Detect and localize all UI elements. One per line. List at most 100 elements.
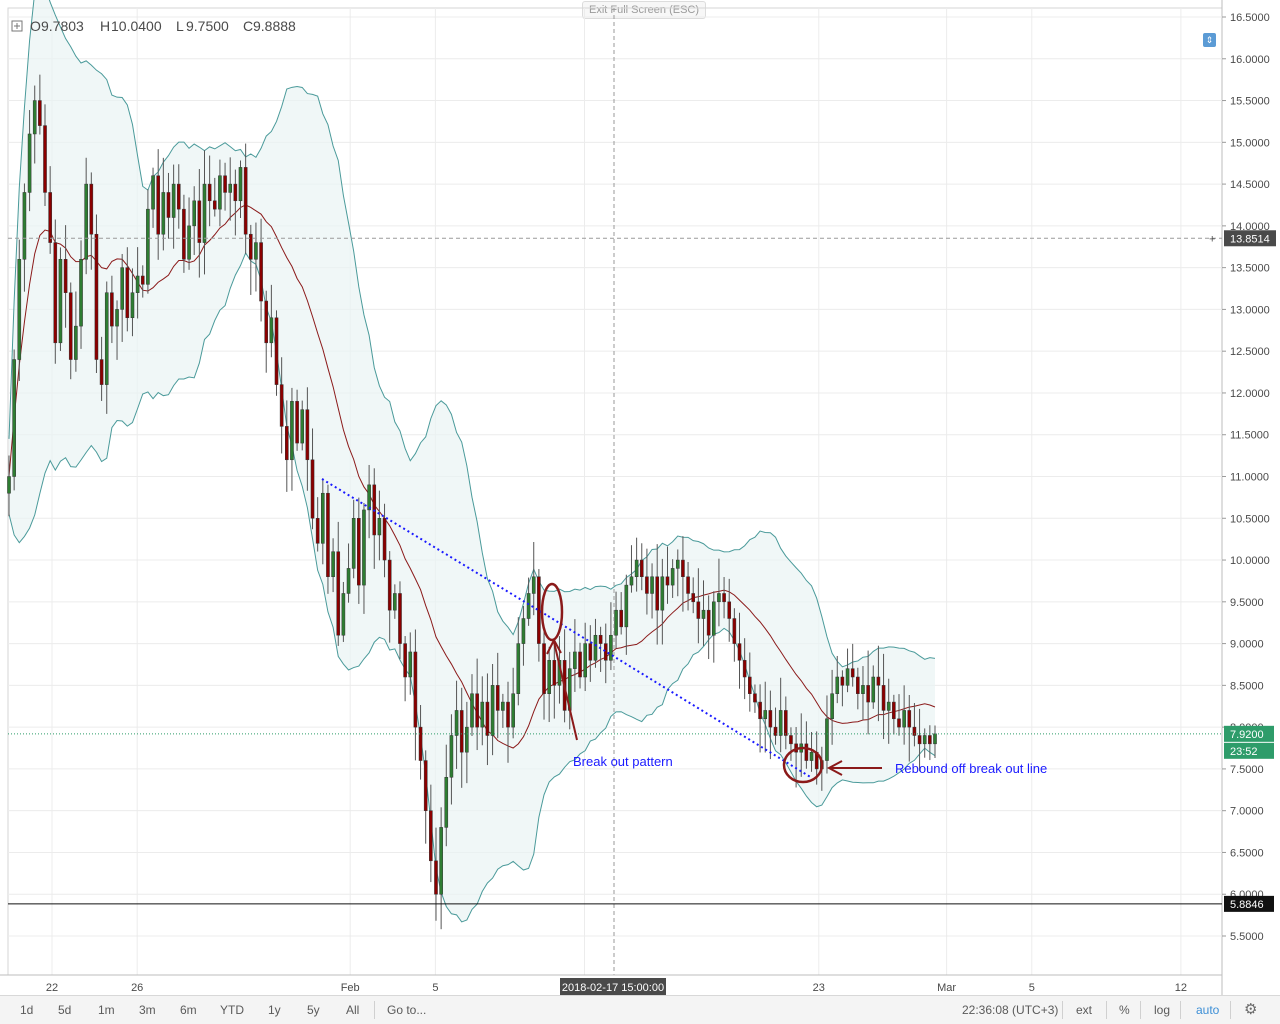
candle-body: [310, 459, 315, 519]
candle-body: [809, 751, 814, 761]
interval-5y-button[interactable]: 5y: [307, 1003, 320, 1017]
goto-date-button[interactable]: Go to...: [387, 1003, 427, 1017]
auto-toggle[interactable]: auto: [1196, 1003, 1220, 1017]
candle-body: [845, 668, 850, 686]
candle-body: [531, 576, 536, 594]
price-tick-label: 11.0000: [1230, 472, 1269, 484]
candle-body: [449, 735, 454, 778]
candle-body: [876, 676, 881, 686]
candle-body: [398, 593, 402, 644]
candle-body: [861, 685, 865, 694]
candle-body: [665, 576, 670, 586]
candle-body: [393, 593, 397, 611]
candle-body: [933, 733, 937, 745]
candle-body: [94, 233, 99, 360]
interval-all-button[interactable]: All: [346, 1003, 360, 1017]
candle-body: [840, 676, 845, 686]
candle-body: [171, 183, 176, 218]
candle-body: [681, 559, 685, 578]
candle-body: [897, 718, 901, 728]
candle-body: [202, 183, 207, 243]
close-label: C: [243, 18, 253, 34]
candle-body: [104, 292, 109, 385]
toolbar-divider: [1230, 1001, 1231, 1019]
support-level-badge-bg: [1224, 895, 1274, 912]
candle-body: [748, 676, 752, 694]
time-tick-label: 12: [1175, 982, 1187, 994]
crosshair-date-badge: 2018-02-17 15:00:00: [562, 982, 664, 994]
time-tick-label: Feb: [341, 982, 360, 994]
interval-5d-button[interactable]: 5d: [58, 1003, 72, 1017]
percent-toggle[interactable]: %: [1119, 1003, 1130, 1017]
candle-body: [192, 200, 196, 227]
candle-body: [768, 710, 773, 728]
breakout-arrow-head: [546, 637, 562, 655]
price-tick-label: 7.0000: [1230, 806, 1264, 818]
toolbar-divider: [1106, 1001, 1107, 1019]
candle-body: [598, 634, 603, 644]
expand-icon[interactable]: [11, 20, 23, 32]
candle-body: [7, 476, 11, 494]
candle-body: [212, 200, 217, 210]
candle-body: [351, 518, 356, 569]
candle-body: [140, 275, 145, 285]
candle-body: [655, 576, 659, 611]
candle-body: [187, 225, 191, 260]
candle-body: [382, 518, 387, 561]
candle-body: [403, 643, 407, 678]
candle-body: [248, 233, 253, 260]
candle-body: [711, 601, 716, 636]
candle-body: [850, 668, 855, 678]
candle-body: [578, 651, 582, 678]
candle-body: [706, 609, 711, 636]
price-tick-label: 6.5000: [1230, 847, 1264, 859]
candle-body: [650, 576, 654, 594]
toolbar-divider: [1180, 1001, 1181, 1019]
scroll-to-latest-button[interactable]: ⇕: [1203, 33, 1216, 47]
interval-3m-button[interactable]: 3m: [139, 1003, 156, 1017]
breakout-arrow: [553, 641, 578, 741]
candle-body: [84, 183, 88, 260]
arrows-icon: ⇕: [1205, 35, 1214, 45]
candle-body: [326, 492, 330, 578]
candle-body: [624, 584, 629, 628]
gear-icon[interactable]: ⚙: [1244, 1001, 1258, 1018]
time-tick-label: 22: [46, 982, 58, 994]
candle-body: [727, 601, 732, 619]
candle-body: [243, 167, 248, 235]
interval-1y-button[interactable]: 1y: [268, 1003, 281, 1017]
interval-ytd-button[interactable]: YTD: [220, 1003, 244, 1017]
interval-1d-button[interactable]: 1d: [20, 1003, 34, 1017]
close-value: 9.8888: [253, 18, 296, 34]
price-tick-label: 13.0000: [1230, 304, 1270, 316]
interval-1m-button[interactable]: 1m: [98, 1003, 115, 1017]
log-toggle[interactable]: log: [1154, 1003, 1171, 1017]
candle-body: [300, 409, 305, 444]
candle-body: [38, 100, 42, 126]
candle-body: [490, 685, 495, 736]
annotations: Break out pattern Rebound off break out l…: [8, 8, 1222, 975]
candle-body: [146, 208, 150, 285]
candle-body: [758, 701, 762, 720]
candle-body: [552, 660, 557, 686]
candle-body: [115, 309, 119, 327]
candle-body: [444, 777, 449, 828]
candle-body: [274, 317, 279, 385]
breakout-trendline-2: [547, 615, 813, 779]
candle-body: [886, 701, 891, 711]
candle-body: [542, 643, 546, 694]
bottom-toolbar: 1d 5d 1m 3m 6m YTD 1y 5y All Go to... 22…: [0, 995, 1280, 1024]
candle-body: [79, 259, 83, 327]
price-tick-label: 12.0000: [1230, 388, 1270, 400]
candle-body: [856, 676, 860, 694]
candle-body: [228, 183, 233, 193]
ext-toggle[interactable]: ext: [1076, 1003, 1093, 1017]
open-value: 9.7803: [41, 18, 84, 34]
candle-body: [176, 183, 181, 210]
candle-body: [413, 651, 418, 728]
interval-6m-button[interactable]: 6m: [180, 1003, 197, 1017]
exit-fullscreen-button[interactable]: Exit Full Screen (ESC): [582, 1, 706, 19]
candle-body: [789, 735, 793, 745]
toolbar-divider: [374, 1001, 375, 1019]
